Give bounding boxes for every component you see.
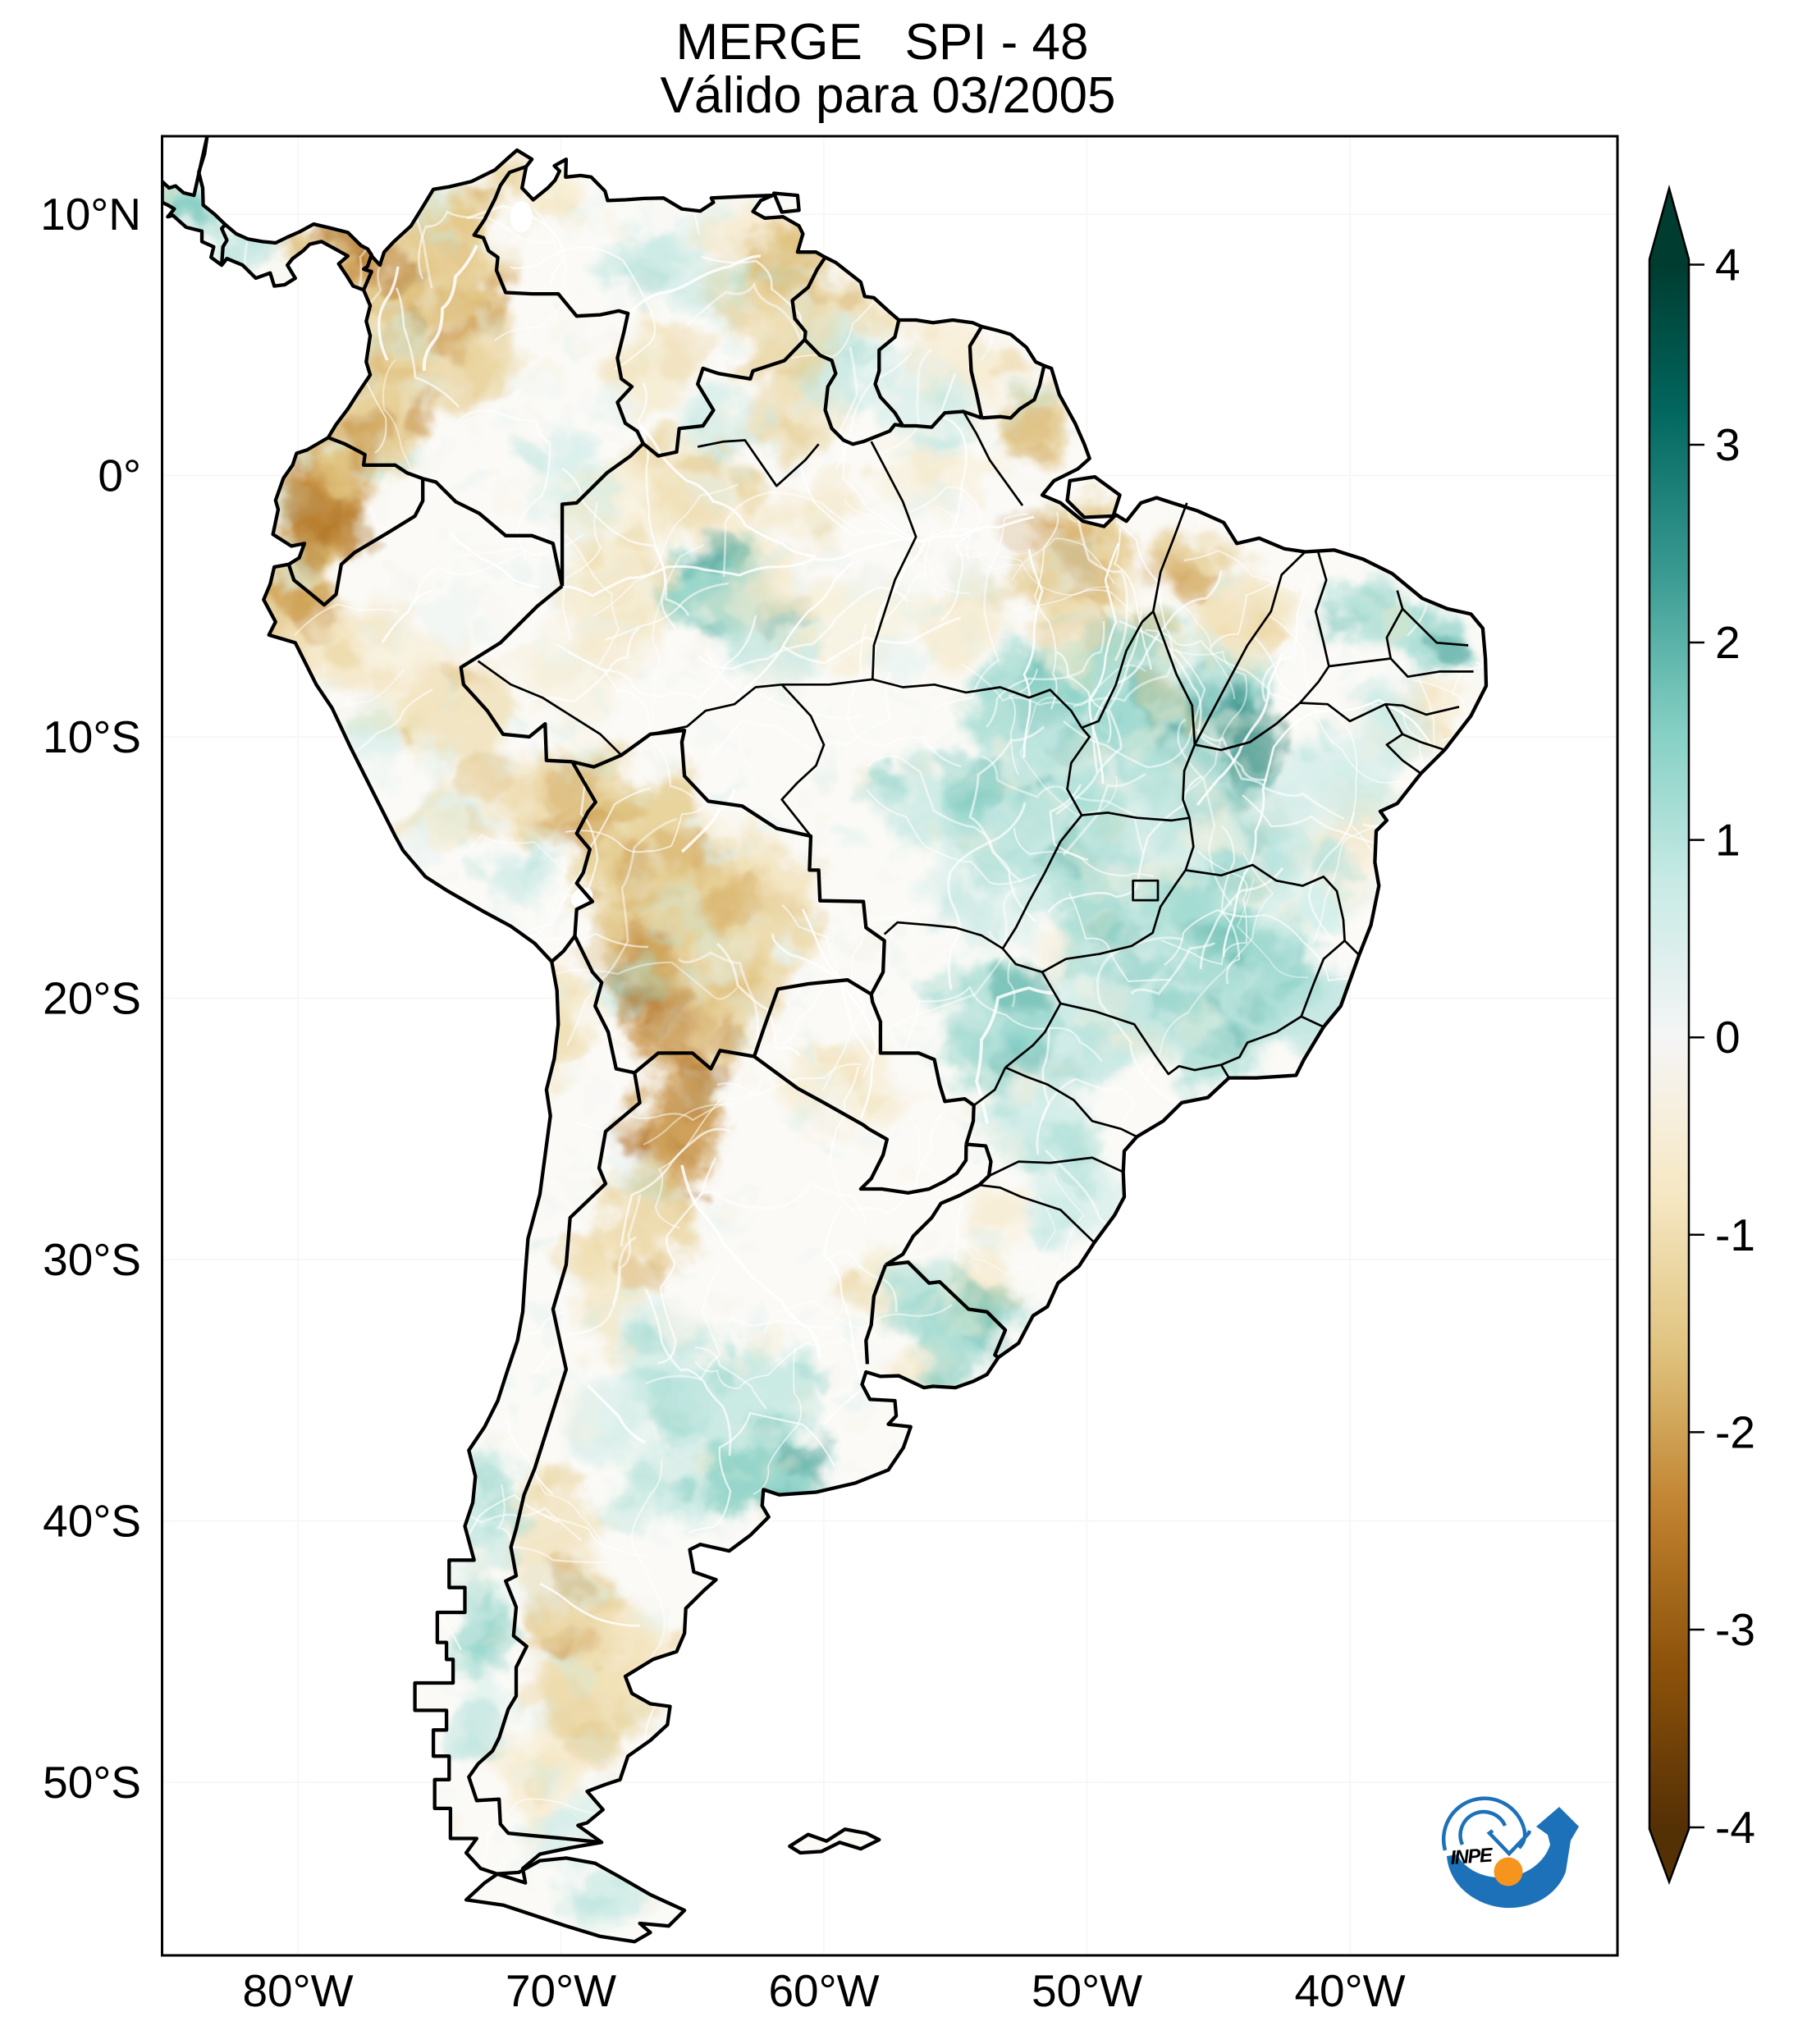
svg-text:50°S: 50°S — [43, 1757, 141, 1808]
svg-text:3: 3 — [1715, 419, 1741, 470]
svg-text:0°: 0° — [98, 450, 141, 501]
svg-text:50°W: 50°W — [1032, 1965, 1142, 2016]
svg-text:0: 0 — [1715, 1012, 1741, 1063]
svg-text:70°W: 70°W — [506, 1965, 616, 2016]
svg-text:10°S: 10°S — [43, 711, 141, 762]
svg-text:2: 2 — [1715, 617, 1741, 668]
svg-text:10°N: 10°N — [40, 189, 141, 240]
svg-text:1: 1 — [1715, 815, 1741, 866]
svg-text:MERGE SPI - 48: MERGE SPI - 48 — [675, 14, 1088, 71]
svg-text:30°S: 30°S — [43, 1234, 141, 1285]
svg-text:80°W: 80°W — [242, 1965, 353, 2016]
svg-text:40°W: 40°W — [1294, 1965, 1405, 2016]
svg-text:-3: -3 — [1715, 1604, 1755, 1655]
svg-text:-4: -4 — [1715, 1802, 1755, 1853]
svg-text:4: 4 — [1715, 240, 1741, 290]
svg-text:40°S: 40°S — [43, 1496, 141, 1547]
svg-text:-2: -2 — [1715, 1406, 1755, 1457]
svg-text:60°W: 60°W — [768, 1965, 879, 2016]
svg-text:20°S: 20°S — [43, 973, 141, 1024]
svg-text:INPE: INPE — [1450, 1844, 1494, 1869]
svg-text:-1: -1 — [1715, 1209, 1755, 1260]
svg-text:Válido para 03/2005: Válido para 03/2005 — [660, 67, 1115, 124]
